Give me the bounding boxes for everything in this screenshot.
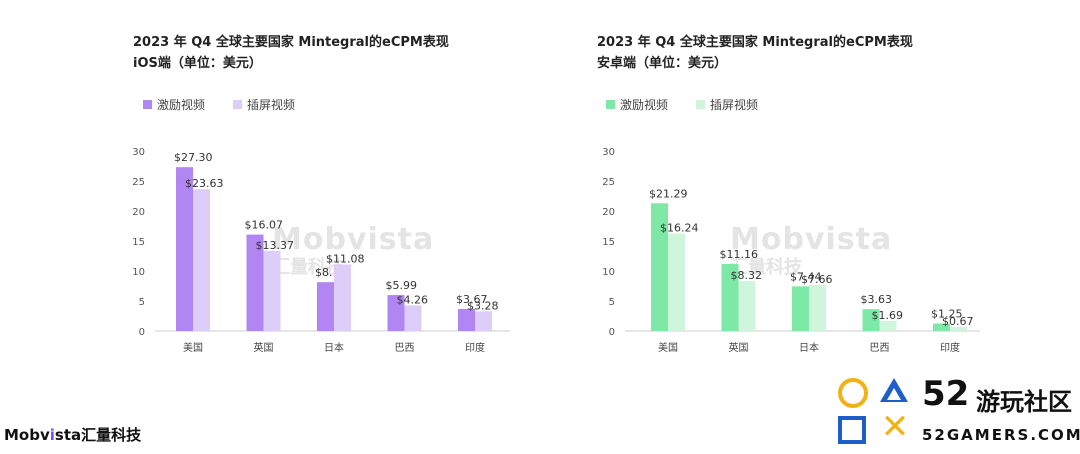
bar	[950, 326, 967, 331]
bar	[176, 167, 193, 331]
bar	[458, 308, 475, 331]
brand-text: Mobv	[4, 426, 50, 444]
ios-chart-panel: 2023 年 Q4 全球主要国家 Mintegral的eCPM表现 iOS端（单…	[0, 0, 520, 390]
cross-icon: ✕	[880, 407, 910, 447]
y-tick-label: 5	[609, 297, 615, 308]
x-category-label: 英国	[254, 341, 274, 354]
bar	[668, 233, 685, 331]
brand-cn: 汇量科技	[81, 426, 142, 444]
x-category-label: 印度	[940, 341, 960, 354]
y-tick-label: 10	[132, 267, 145, 278]
data-label: $21.29	[649, 187, 688, 200]
legend-item: 插屏视频	[696, 96, 758, 113]
data-label: $16.24	[660, 222, 699, 235]
circle-icon	[838, 378, 868, 408]
bar	[933, 323, 950, 331]
chart-subtitle: iOS端（单位：美元）	[133, 56, 262, 71]
chart-title: 2023 年 Q4 全球主要国家 Mintegral的eCPM表现	[597, 35, 913, 50]
android-bar-chart: 0 5 10 15 20 25 30 $21.29 $16.24 美国 $11.16 $8.32 英国 $…	[602, 147, 980, 354]
legend-label: 激励视频	[620, 98, 669, 112]
legend-item: 激励视频	[143, 96, 205, 113]
y-tick-label: 10	[602, 267, 615, 278]
data-label: $5.99	[386, 279, 418, 292]
x-category-label: 巴西	[870, 342, 890, 354]
y-tick-label: 25	[602, 177, 615, 188]
chart-title: 2023 年 Q4 全球主要国家 Mintegral的eCPM表现	[133, 35, 449, 50]
logo-name: 游玩社区	[976, 388, 1072, 416]
y-tick-label: 20	[602, 207, 615, 218]
brand-text: sta	[54, 426, 82, 444]
y-tick-label: 0	[139, 327, 145, 338]
data-label: $8.32	[731, 269, 763, 282]
y-tick-label: 30	[132, 147, 145, 158]
legend-item: 插屏视频	[233, 96, 295, 113]
bar	[263, 250, 281, 331]
bar	[475, 311, 492, 331]
ios-bar-chart: 0 5 10 15 20 25 30 $27.30 $23.63 美国 $16.07 $13.37 英国…	[132, 147, 510, 354]
chart-legend: 激励视频 插屏视频	[606, 96, 758, 113]
data-label: $0.67	[942, 315, 974, 328]
bar	[246, 234, 264, 331]
triangle-inner-icon	[887, 388, 901, 400]
bar	[862, 309, 880, 331]
x-category-label: 美国	[183, 341, 203, 354]
brand-accent: i	[49, 426, 55, 444]
y-tick-label: 30	[602, 147, 615, 158]
y-tick-label: 15	[132, 237, 145, 248]
data-label: $3.67	[456, 293, 488, 306]
x-category-label: 日本	[324, 341, 344, 354]
bar	[721, 264, 739, 331]
y-tick-label: 0	[609, 327, 615, 338]
x-category-label: 巴西	[395, 342, 415, 354]
chart-subtitle: 安卓端（单位：美元）	[597, 56, 728, 71]
y-tick-label: 15	[602, 237, 615, 248]
data-label: $3.28	[467, 299, 499, 312]
site-logo: ✕ 52 游玩社区 52GAMERS.COM	[830, 372, 1080, 454]
bar	[317, 282, 334, 331]
bar	[809, 285, 826, 331]
data-label: $16.07	[245, 219, 284, 232]
android-chart-panel: 2023 年 Q4 全球主要国家 Mintegral的eCPM表现 安卓端（单位…	[540, 0, 1060, 390]
mobvista-logo: Mobvista汇量科技	[4, 424, 141, 445]
square-icon	[838, 416, 866, 444]
data-label: $1.25	[931, 308, 963, 321]
legend-label: 插屏视频	[710, 98, 759, 112]
y-tick-label: 20	[132, 207, 145, 218]
logo-number: 52	[922, 374, 970, 414]
data-label: $3.63	[861, 293, 893, 306]
data-label: $11.16	[720, 248, 759, 261]
data-label: $4.26	[397, 293, 429, 306]
legend-label: 激励视频	[157, 98, 206, 112]
data-label: $11.08	[326, 253, 365, 266]
bar	[651, 203, 668, 331]
data-label: $7.66	[801, 273, 833, 286]
x-category-label: 美国	[658, 341, 678, 354]
legend-item: 激励视频	[606, 96, 668, 113]
data-label: $23.63	[185, 177, 224, 190]
x-category-label: 日本	[799, 341, 819, 354]
x-category-label: 印度	[465, 341, 485, 354]
y-tick-label: 25	[132, 177, 145, 188]
bar	[879, 320, 897, 331]
data-label: $13.37	[256, 239, 295, 252]
x-category-label: 英国	[729, 341, 749, 354]
legend-label: 插屏视频	[247, 98, 296, 112]
bar	[193, 189, 210, 331]
bar	[792, 286, 809, 331]
bar	[738, 281, 756, 331]
data-label: $27.30	[174, 151, 213, 164]
bar	[387, 295, 405, 331]
logo-url: 52GAMERS.COM	[922, 426, 1080, 444]
y-tick-label: 5	[139, 297, 145, 308]
bar	[334, 264, 351, 331]
legend-swatch	[233, 100, 243, 109]
data-label: $1.69	[872, 309, 904, 322]
bar	[404, 305, 422, 331]
data-label: $7.44	[790, 270, 822, 283]
legend-swatch	[696, 100, 706, 109]
chart-legend: 激励视频 插屏视频	[143, 96, 295, 113]
legend-swatch	[143, 100, 152, 109]
legend-swatch	[606, 100, 615, 109]
